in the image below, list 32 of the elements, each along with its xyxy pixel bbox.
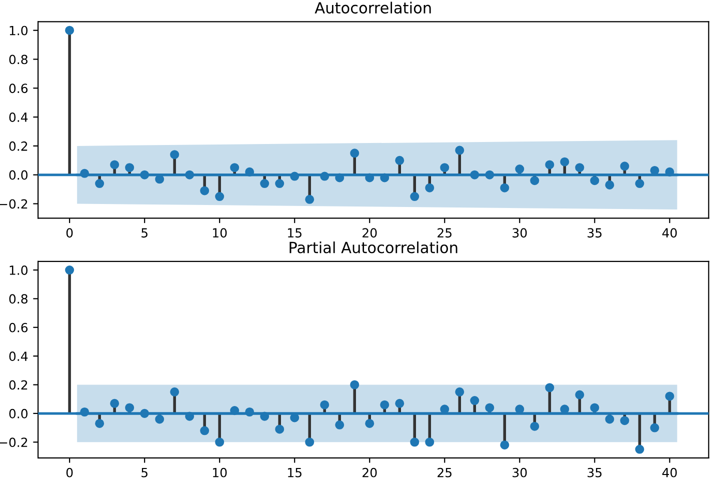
x-tick-label: 30 (512, 468, 527, 478)
x-tick-label: 40 (662, 228, 677, 238)
x-tick-label: 25 (438, 228, 452, 238)
y-tick-label: 0.6 (9, 322, 28, 332)
x-tick-label: 20 (362, 468, 377, 478)
x-tick-label: 35 (588, 228, 602, 238)
y-tick-label: 0.4 (9, 112, 28, 122)
y-tick-label: 0.2 (9, 380, 28, 390)
x-tick-label: 20 (362, 228, 377, 238)
x-tick-label: 10 (213, 468, 227, 478)
x-tick-label: 35 (588, 468, 602, 478)
y-tick-label: 0.0 (9, 408, 28, 418)
x-tick-label: 15 (288, 228, 302, 238)
y-tick-label: 1.0 (10, 265, 28, 275)
x-tick-label: 40 (662, 468, 677, 478)
x-tick-label: 15 (288, 468, 302, 478)
y-tick-label: 0.2 (9, 141, 28, 151)
chart-title: Partial Autocorrelation (290, 241, 458, 254)
x-tick-label: 0 (66, 228, 73, 238)
y-tick-label: 0.8 (9, 54, 28, 64)
y-tick-label: 0.6 (9, 84, 28, 94)
x-tick-label: 5 (142, 468, 148, 478)
x-tick-label: 0 (66, 468, 73, 478)
x-tick-label: 10 (213, 228, 227, 238)
y-tick-label: 0.4 (9, 352, 28, 361)
y-tick-label: 0.0 (9, 170, 28, 180)
chart-title: Autocorrelation (314, 2, 431, 14)
x-tick-label: 30 (512, 228, 527, 238)
y-tick-label: 0.8 (9, 294, 28, 304)
x-tick-label: 5 (142, 228, 148, 238)
y-tick-label: 1.0 (10, 26, 28, 36)
x-tick-label: 25 (438, 468, 452, 478)
